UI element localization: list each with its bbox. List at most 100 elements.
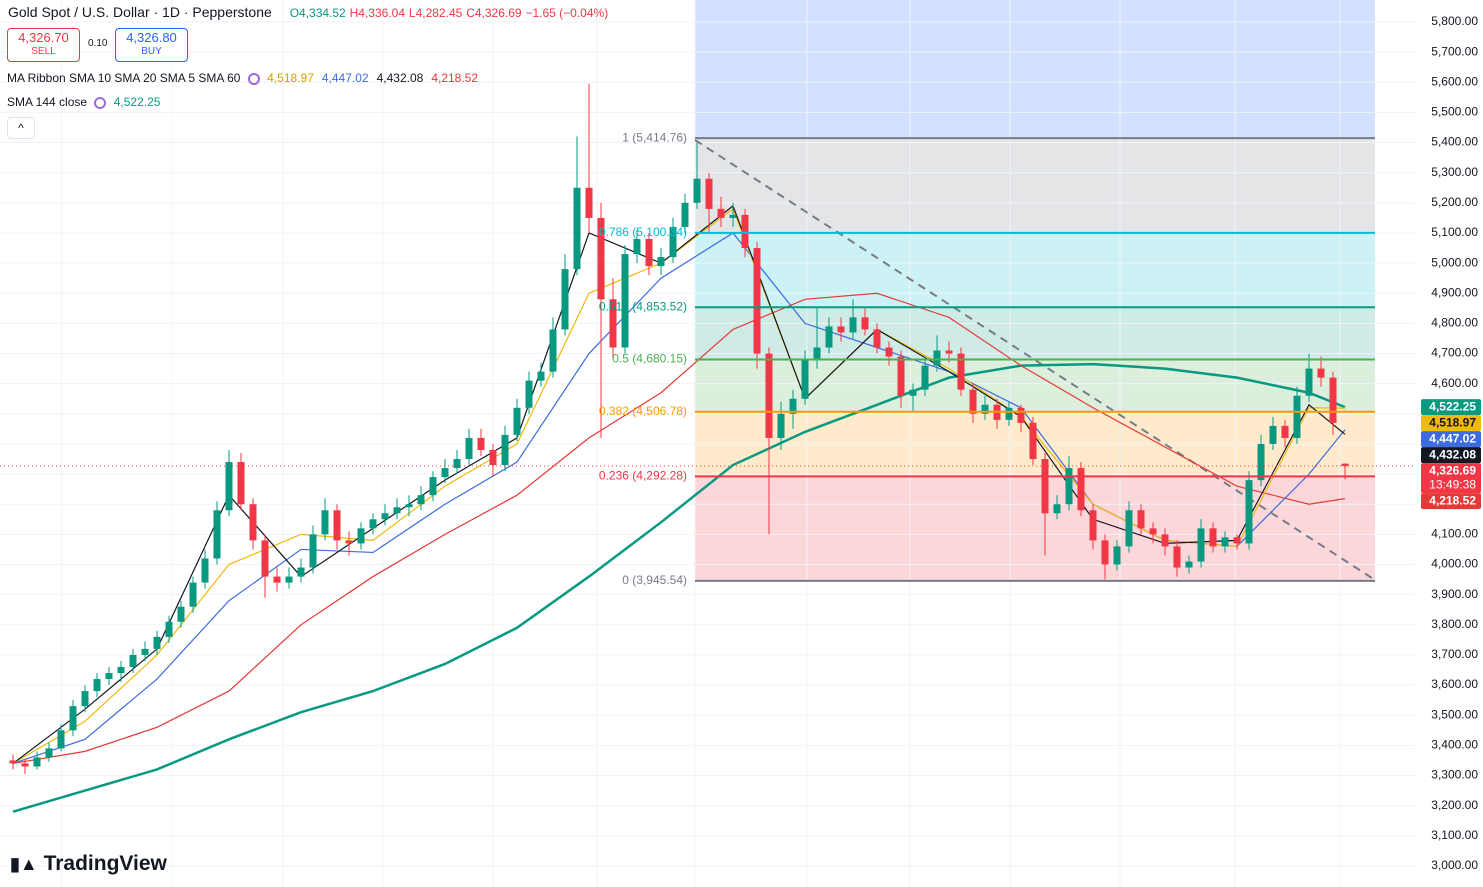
y-tick-label: 5,700.00 bbox=[1431, 44, 1478, 58]
y-tick-label: 3,000.00 bbox=[1431, 858, 1478, 872]
candle-body bbox=[357, 528, 365, 544]
candle-body bbox=[849, 317, 857, 333]
collapse-button[interactable]: ^ bbox=[7, 117, 35, 139]
candle-body bbox=[957, 353, 965, 390]
candle-body bbox=[333, 510, 341, 541]
candle-body bbox=[321, 510, 329, 535]
y-tick-label: 5,600.00 bbox=[1431, 74, 1478, 88]
candle-body bbox=[765, 353, 773, 438]
candle-body bbox=[633, 239, 641, 255]
candle-body bbox=[1197, 528, 1205, 562]
candle-body bbox=[1293, 395, 1301, 438]
ohlc-change: −1.65 (−0.04%) bbox=[525, 6, 609, 20]
candle-body bbox=[1341, 463, 1349, 467]
price-tag-label: 4,432.08 bbox=[1429, 447, 1476, 461]
candle-body bbox=[597, 217, 605, 300]
candle-body bbox=[513, 407, 521, 435]
sell-button[interactable]: 4,326.70 SELL bbox=[7, 28, 80, 62]
y-tick-label: 5,800.00 bbox=[1431, 14, 1478, 28]
candle-body bbox=[741, 214, 749, 249]
candle-body bbox=[1089, 510, 1097, 541]
candle-body bbox=[1233, 537, 1241, 544]
y-tick-label: 5,400.00 bbox=[1431, 135, 1478, 149]
candle-body bbox=[1149, 528, 1157, 535]
candle-body bbox=[1257, 443, 1265, 481]
sell-price[interactable]: 4,326.70 bbox=[18, 30, 69, 45]
y-tick-label: 5,000.00 bbox=[1431, 255, 1478, 269]
buy-price[interactable]: 4,326.80 bbox=[126, 30, 177, 45]
header: Gold Spot / U.S. Dollar · 1D · Peppersto… bbox=[8, 4, 608, 20]
y-tick-label: 3,500.00 bbox=[1431, 707, 1478, 721]
candle-body bbox=[753, 248, 761, 354]
candle-body bbox=[9, 760, 17, 764]
candle-body bbox=[1269, 425, 1277, 444]
ribbon-label: MA Ribbon SMA 10 SMA 20 SMA 5 SMA 60 bbox=[7, 71, 241, 85]
candle-body bbox=[225, 462, 233, 511]
candle-body bbox=[417, 495, 425, 505]
ohlc-close: C4,326.69 bbox=[466, 6, 522, 20]
y-tick-label: 3,900.00 bbox=[1431, 587, 1478, 601]
sell-label[interactable]: SELL bbox=[31, 46, 56, 57]
candle-body bbox=[585, 187, 593, 218]
candle-body bbox=[393, 507, 401, 514]
plot-area: 1 (5,414.76) 0.786 (5,100.34) 0.618 (4,853… bbox=[0, 0, 1415, 887]
candle-body bbox=[405, 504, 413, 508]
candle-body bbox=[153, 636, 161, 649]
price-tag-label: 4,522.25 bbox=[1429, 399, 1476, 413]
y-tick-label: 4,100.00 bbox=[1431, 527, 1478, 541]
candle-body bbox=[1101, 540, 1109, 565]
candle-body bbox=[1065, 468, 1073, 505]
candle-body bbox=[729, 214, 737, 218]
candle-body bbox=[981, 404, 989, 414]
sma144-legend: SMA 144 close 4,522.25 bbox=[7, 95, 160, 109]
buy-button[interactable]: 4,326.80 BUY bbox=[115, 28, 188, 62]
y-tick-label: 3,300.00 bbox=[1431, 768, 1478, 782]
candle-body bbox=[681, 202, 689, 227]
candle-body bbox=[1005, 407, 1013, 420]
candle-body bbox=[45, 748, 53, 758]
price-tag-label: 4,326.69 bbox=[1429, 463, 1476, 477]
y-tick-label: 4,900.00 bbox=[1431, 285, 1478, 299]
candle-body bbox=[1185, 561, 1193, 568]
candle-body bbox=[309, 534, 317, 568]
candle-body bbox=[285, 576, 293, 583]
candle-body bbox=[129, 654, 137, 667]
settings-icon[interactable] bbox=[94, 96, 107, 109]
candle-body bbox=[1209, 528, 1217, 547]
candle-body bbox=[105, 673, 113, 680]
candle-body bbox=[549, 329, 557, 372]
buy-label[interactable]: BUY bbox=[141, 46, 162, 57]
y-tick-label: 4,000.00 bbox=[1431, 557, 1478, 571]
candle-body bbox=[657, 257, 665, 267]
candle-body bbox=[705, 178, 713, 209]
candle-body bbox=[1305, 368, 1313, 396]
candle-body bbox=[777, 413, 785, 438]
candle-body bbox=[573, 187, 581, 270]
candle-body bbox=[813, 347, 821, 360]
sma144-label: SMA 144 close bbox=[7, 95, 88, 109]
candle-body bbox=[381, 513, 389, 520]
candle-body bbox=[117, 666, 125, 674]
symbol-title: Gold Spot / U.S. Dollar · 1D · Peppersto… bbox=[8, 4, 272, 20]
ribbon-value: 4,218.52 bbox=[431, 71, 479, 85]
candle-body bbox=[1221, 537, 1229, 547]
candle-body bbox=[1137, 510, 1145, 529]
candle-body bbox=[213, 510, 221, 559]
candle-body bbox=[201, 558, 209, 583]
fib-extension-zone bbox=[695, 0, 1375, 139]
candle-body bbox=[93, 679, 101, 692]
candle-body bbox=[621, 254, 629, 348]
y-tick-label: 5,300.00 bbox=[1431, 165, 1478, 179]
candle-body bbox=[1029, 422, 1037, 460]
trend-line bbox=[694, 139, 1376, 581]
candle-body bbox=[249, 504, 257, 541]
candle-body bbox=[945, 350, 953, 354]
candle-body bbox=[933, 350, 941, 366]
candle-body bbox=[441, 468, 449, 478]
settings-icon[interactable] bbox=[247, 72, 260, 85]
candle-body bbox=[501, 434, 509, 466]
fib-label: 0 (3,945.54) bbox=[622, 573, 687, 587]
candle-body bbox=[921, 365, 929, 390]
candle-body bbox=[465, 437, 473, 460]
